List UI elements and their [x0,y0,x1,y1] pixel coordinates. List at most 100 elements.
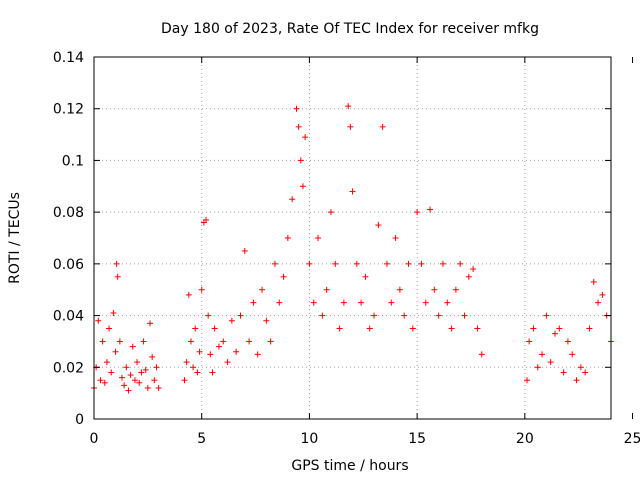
data-point [289,196,296,203]
data-point [125,387,132,394]
data-point [431,286,438,293]
data-point [569,351,576,358]
data-point [187,338,194,345]
data-point [183,359,190,366]
data-point [136,379,143,386]
data-point [276,299,283,306]
data-point [315,235,322,241]
data-point [108,369,115,376]
data-point [362,273,369,280]
data-point [452,286,459,293]
data-point [129,343,136,350]
data-point [396,286,403,293]
data-point [306,260,313,267]
data-point [116,338,123,345]
data-point [523,377,530,384]
y-axis-label: ROTI / TECUs [7,192,23,284]
data-point [299,183,306,190]
data-point [134,359,141,366]
data-point [190,364,197,371]
data-point [192,325,199,332]
y-tick-label: 0.08 [53,205,84,221]
data-point [336,325,343,332]
data-point [345,103,352,110]
data-point [97,377,104,384]
data-point [564,338,571,345]
y-tick-label: 0.12 [53,102,84,118]
data-point [259,286,266,293]
data-point [215,343,222,350]
data-point [241,247,248,254]
data-point [203,216,210,223]
data-point [131,377,138,384]
data-point [444,299,451,306]
data-point [439,260,446,267]
data-point [284,235,291,241]
data-point [246,338,253,345]
data-point [237,312,244,319]
data-point [388,299,395,306]
data-point [392,235,399,241]
data-point [375,222,382,229]
x-tick-label: 25 [624,431,640,447]
data-point [250,299,257,306]
chart-title: Day 180 of 2023, Rate Of TEC Index for r… [161,21,539,37]
data-point [457,260,464,267]
data-point [422,299,429,306]
data-point [543,312,550,319]
y-tick-label: 0 [75,412,84,428]
data-point [196,348,203,355]
data-point [332,260,339,267]
x-tick-label: 15 [408,431,426,447]
data-point [123,364,130,371]
data-point [280,273,287,280]
data-point [233,348,240,355]
data-point [401,312,408,319]
data-point [254,351,261,358]
data-point [474,325,481,332]
data-point [599,291,606,298]
data-point [228,317,235,324]
data-point [461,312,468,319]
data-point [539,351,546,358]
y-tick-label: 0.1 [62,153,84,169]
data-point [112,348,119,355]
data-point [448,325,455,332]
data-point [138,369,145,376]
x-tick-label: 20 [516,431,534,447]
data-point [153,364,160,371]
data-point [409,325,416,332]
data-point [271,260,278,267]
data-point [383,260,390,267]
data-point [181,377,188,384]
data-point [573,377,580,384]
data-point [379,123,386,130]
y-tick-label: 0.04 [53,309,84,325]
data-point [106,325,113,332]
data-point [263,317,270,324]
grid [94,57,611,419]
data-point [142,366,149,373]
data-point [101,379,108,386]
data-point [151,377,158,384]
data-point [551,330,558,337]
y-tick-label: 0.14 [53,50,84,66]
data-point [99,338,106,345]
y-axis-ticks: 0 0.02 0.04 0.06 0.08 0.1 0.12 0.14 [53,50,611,428]
data-point [470,266,477,273]
data-point [224,359,231,366]
data-point [556,325,563,332]
data-point [582,369,589,376]
data-point [198,286,205,293]
data-point [358,299,365,306]
data-point [435,312,442,319]
data-point [465,273,472,280]
data-point [127,372,134,379]
data-point [205,312,212,319]
data-point [371,312,378,319]
data-point [340,299,347,306]
data-points [91,103,614,394]
data-point [209,369,216,376]
x-axis-label: GPS time / hours [291,458,408,474]
